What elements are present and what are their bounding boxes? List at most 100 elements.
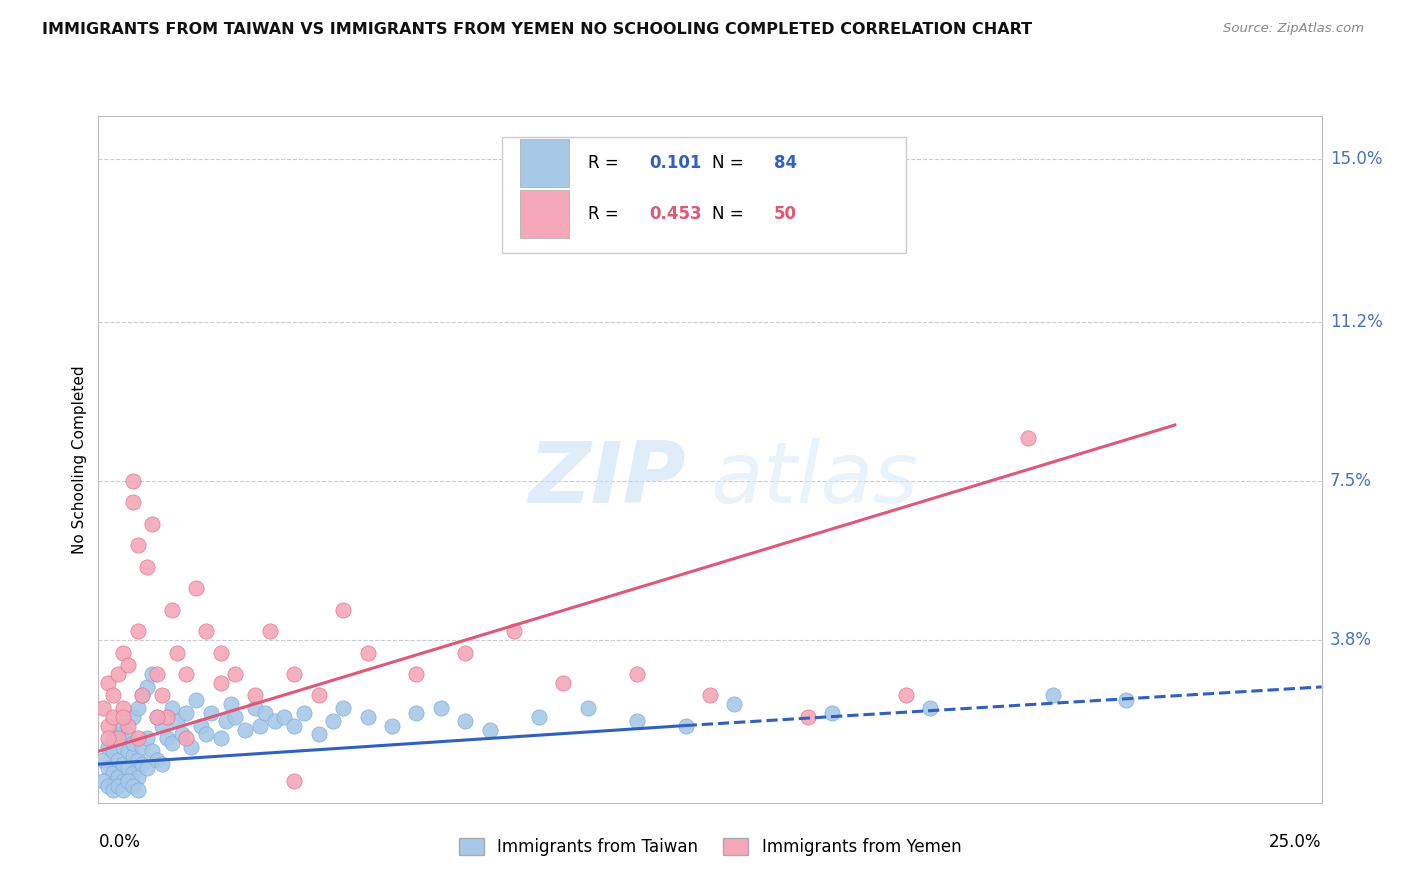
Point [553,675,575,690]
Text: Source: ZipAtlas.com: Source: ZipAtlas.com [1223,22,1364,36]
Point [1115,692,1137,706]
Point [91,701,114,715]
Point [249,718,271,732]
Point [292,706,315,720]
Text: 15.0%: 15.0% [1330,150,1382,168]
Point [111,718,134,732]
Point [141,744,163,758]
Point [111,783,134,797]
Point [176,667,198,681]
Point [160,736,183,750]
Point [101,689,124,703]
Point [107,731,129,746]
Point [101,744,124,758]
Point [675,718,697,732]
Point [253,706,276,720]
Point [136,680,159,694]
Point [156,710,179,724]
Point [160,701,183,715]
Point [121,710,143,724]
FancyBboxPatch shape [520,190,569,238]
Point [166,646,188,660]
Point [97,761,120,775]
Point [101,783,124,797]
Point [150,757,173,772]
Point [127,624,149,639]
Point [454,714,477,729]
Point [146,710,169,724]
Point [136,731,159,746]
Point [454,646,477,660]
Point [111,774,134,789]
Point [894,689,917,703]
Point [405,706,427,720]
Point [121,779,143,793]
Point [273,710,295,724]
Point [97,739,120,754]
Point [503,624,526,639]
Point [195,727,218,741]
Point [821,706,844,720]
Text: 7.5%: 7.5% [1330,472,1372,490]
Point [111,710,134,724]
Text: 0.101: 0.101 [648,153,702,172]
Point [117,727,139,741]
Point [141,516,163,531]
Point [131,689,153,703]
Point [224,710,246,724]
Point [1042,689,1064,703]
Point [121,748,143,763]
Point [141,667,163,681]
Point [97,718,120,732]
Point [195,624,218,639]
Point [430,701,453,715]
Point [121,736,143,750]
Y-axis label: No Schooling Completed: No Schooling Completed [72,365,87,554]
Point [111,701,134,715]
Point [186,692,208,706]
Point [146,710,169,724]
Point [797,710,820,724]
Point [121,474,143,488]
Point [101,710,124,724]
Point [117,761,139,775]
Text: N =: N = [713,153,749,172]
Point [131,739,153,754]
Point [107,753,129,767]
Point [127,770,149,784]
Point [332,701,354,715]
Point [146,667,169,681]
Text: ZIP: ZIP [527,439,686,522]
Point [219,697,242,711]
Point [190,718,212,732]
FancyBboxPatch shape [520,138,569,186]
Point [91,774,114,789]
Point [127,731,149,746]
Point [91,753,114,767]
Point [308,727,330,741]
Text: R =: R = [588,205,624,223]
Point [283,667,305,681]
Point [626,667,648,681]
Point [723,697,745,711]
Point [107,779,129,793]
Point [243,689,266,703]
Point [283,718,305,732]
Point [160,602,183,616]
Point [356,710,378,724]
Text: atlas: atlas [710,439,918,522]
Point [176,706,198,720]
Point [111,739,134,754]
Point [259,624,281,639]
Point [127,701,149,715]
Point [117,658,139,673]
Text: 25.0%: 25.0% [1270,833,1322,851]
Point [127,783,149,797]
Point [156,731,179,746]
Point [576,701,599,715]
Point [200,706,222,720]
Point [101,765,124,780]
Point [176,731,198,746]
Point [117,744,139,758]
Point [127,538,149,552]
